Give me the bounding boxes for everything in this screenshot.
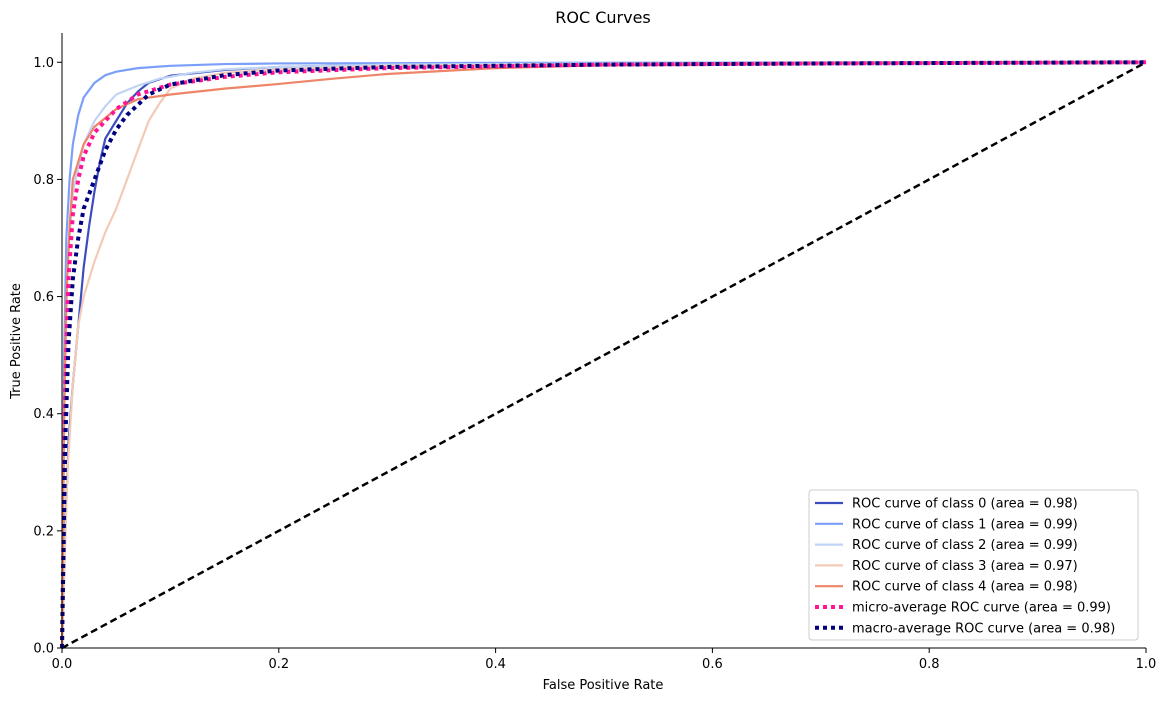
legend-label: ROC curve of class 2 (area = 0.99) [852, 538, 1078, 553]
legend-label: ROC curve of class 4 (area = 0.98) [852, 580, 1078, 595]
y-tick-label: 0.6 [33, 290, 54, 305]
roc-series-line-1 [60, 61, 1147, 649]
y-tick-label: 0.2 [33, 524, 54, 539]
x-axis-label: False Positive Rate [543, 678, 664, 693]
legend-label: ROC curve of class 0 (area = 0.98) [852, 497, 1078, 512]
plot-area [60, 60, 1147, 650]
legend-label: ROC curve of class 3 (area = 0.97) [852, 559, 1078, 574]
x-tick-label: 1.0 [1136, 657, 1157, 672]
y-tick-label: 1.0 [33, 56, 54, 71]
y-tick-label: 0.8 [33, 173, 54, 188]
y-tick-label: 0.4 [33, 407, 54, 422]
legend-label: macro-average ROC curve (area = 0.98) [852, 621, 1115, 636]
y-axis-label: True Positive Rate [9, 283, 24, 400]
chart-title: ROC Curves [555, 8, 651, 27]
legend-label: micro-average ROC curve (area = 0.99) [852, 601, 1111, 616]
roc-series-line-6 [60, 60, 1147, 649]
legend-label: ROC curve of class 1 (area = 0.99) [852, 517, 1078, 532]
x-tick-label: 0.0 [52, 657, 73, 672]
chance-diagonal-line [61, 61, 1147, 650]
roc-series-line-5 [60, 60, 1147, 649]
x-tick-label: 0.8 [919, 657, 940, 672]
legend: ROC curve of class 0 (area = 0.98) ROC cu… [808, 489, 1139, 641]
x-tick-label: 0.2 [268, 657, 289, 672]
x-tick-label: 0.6 [702, 657, 723, 672]
y-tick-label: 0.0 [33, 642, 54, 657]
axes: 0.0 0.2 0.4 0.6 0.8 1.0 0.0 0.2 0.4 0.6 0.8 1.0 [33, 33, 1156, 672]
x-tick-label: 0.4 [485, 657, 506, 672]
legend-box [808, 489, 1139, 641]
